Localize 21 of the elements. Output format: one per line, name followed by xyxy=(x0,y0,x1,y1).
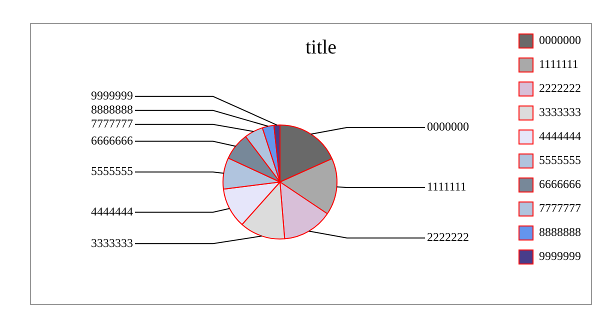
legend-label: 5555555 xyxy=(539,153,581,168)
slice-label: 9999999 xyxy=(91,88,133,103)
legend-label: 6666666 xyxy=(539,177,581,192)
legend-label: 9999999 xyxy=(539,249,581,264)
legend-label: 3333333 xyxy=(539,105,581,120)
slice-label: 2222222 xyxy=(427,230,469,244)
legend-label: 4444444 xyxy=(539,129,581,144)
legend-label: 7777777 xyxy=(539,201,581,216)
slice-label: 5555555 xyxy=(91,164,133,178)
legend-label: 8888888 xyxy=(539,225,581,240)
legend-label: 0000000 xyxy=(539,33,581,48)
slice-label: 1111111 xyxy=(427,180,466,194)
slice-label: 3333333 xyxy=(91,236,133,250)
chart-title: title xyxy=(305,36,337,58)
slice-label: 8888888 xyxy=(91,102,133,117)
legend-label: 2222222 xyxy=(539,81,581,96)
legend-label: 1111111 xyxy=(539,57,578,72)
slice-label: 4444444 xyxy=(91,204,133,218)
slice-label: 7777777 xyxy=(91,116,133,131)
slice-label: 0000000 xyxy=(427,120,469,134)
slice-label: 6666666 xyxy=(91,133,133,148)
